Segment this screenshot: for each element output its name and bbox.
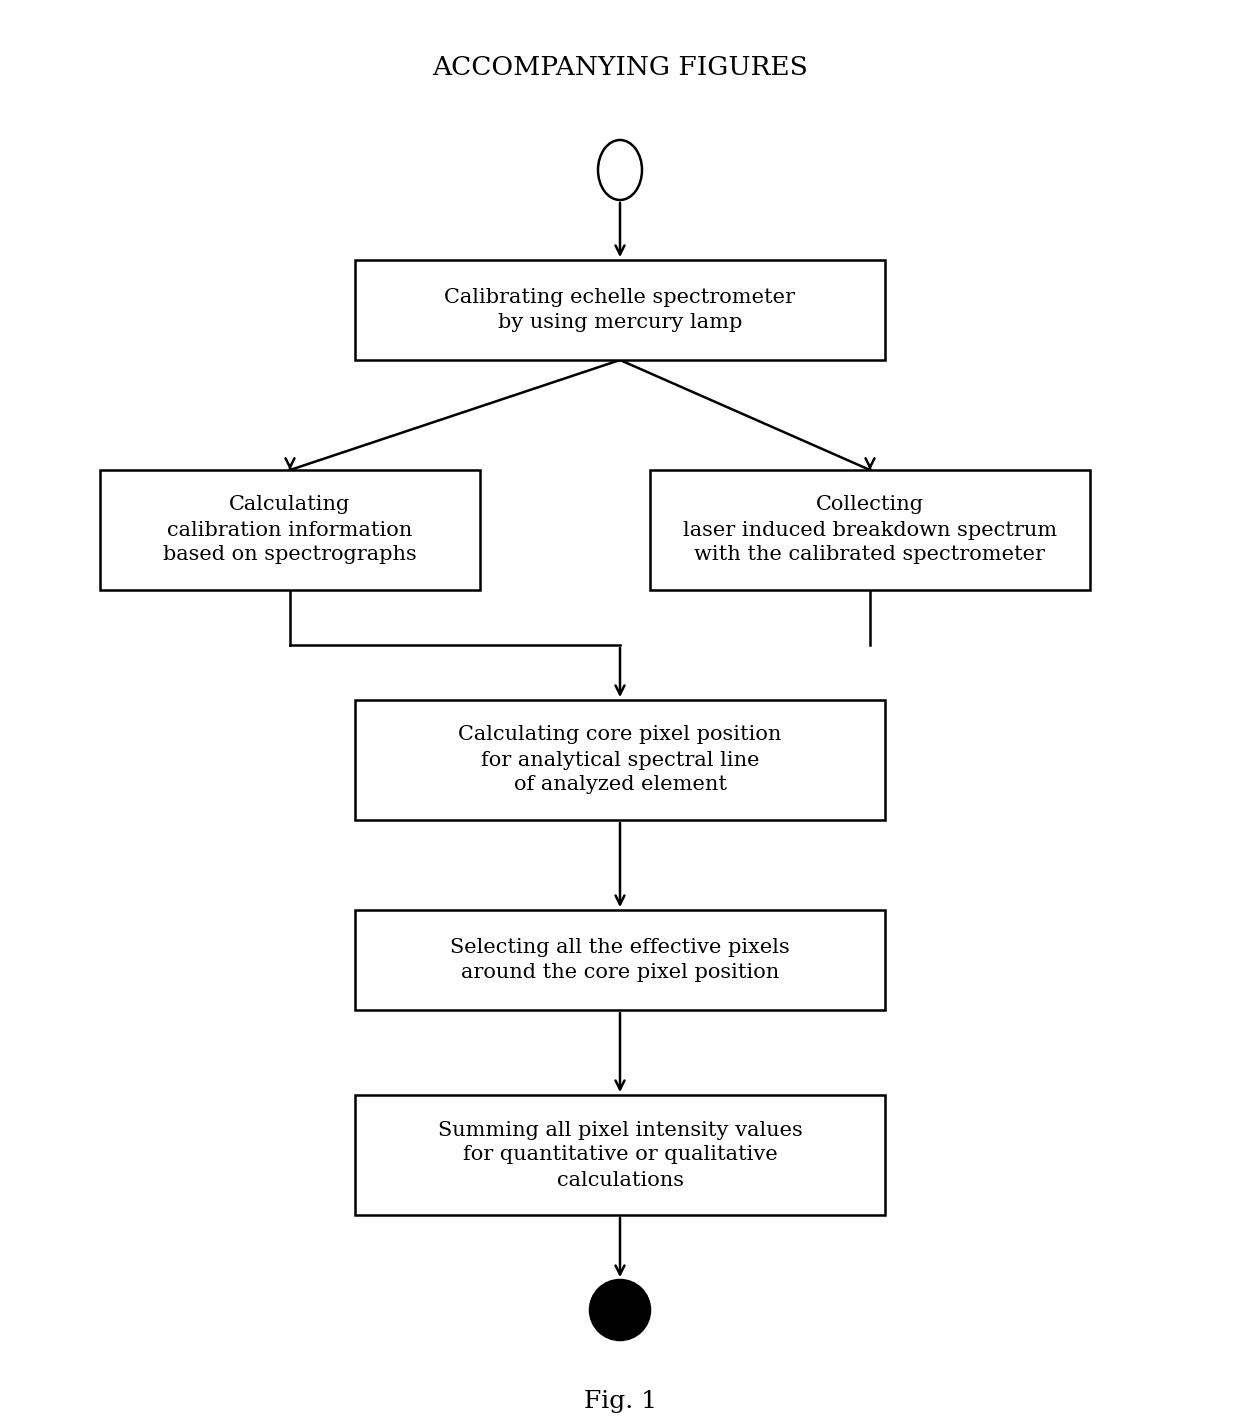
Text: Calculating
calibration information
based on spectrographs: Calculating calibration information base…	[164, 496, 417, 564]
Text: ACCOMPANYING FIGURES: ACCOMPANYING FIGURES	[432, 56, 808, 80]
Text: Fig. 1: Fig. 1	[584, 1390, 656, 1413]
FancyBboxPatch shape	[355, 261, 885, 360]
FancyBboxPatch shape	[650, 470, 1090, 590]
Text: Collecting
laser induced breakdown spectrum
with the calibrated spectrometer: Collecting laser induced breakdown spect…	[683, 496, 1056, 564]
Text: Summing all pixel intensity values
for quantitative or qualitative
calculations: Summing all pixel intensity values for q…	[438, 1121, 802, 1189]
FancyBboxPatch shape	[355, 701, 885, 820]
Text: Calculating core pixel position
for analytical spectral line
of analyzed element: Calculating core pixel position for anal…	[459, 725, 781, 795]
FancyBboxPatch shape	[355, 1095, 885, 1215]
Text: Selecting all the effective pixels
around the core pixel position: Selecting all the effective pixels aroun…	[450, 938, 790, 983]
Ellipse shape	[598, 140, 642, 199]
FancyBboxPatch shape	[355, 910, 885, 1010]
FancyBboxPatch shape	[100, 470, 480, 590]
Circle shape	[590, 1280, 650, 1340]
Text: Calibrating echelle spectrometer
by using mercury lamp: Calibrating echelle spectrometer by usin…	[444, 288, 796, 332]
